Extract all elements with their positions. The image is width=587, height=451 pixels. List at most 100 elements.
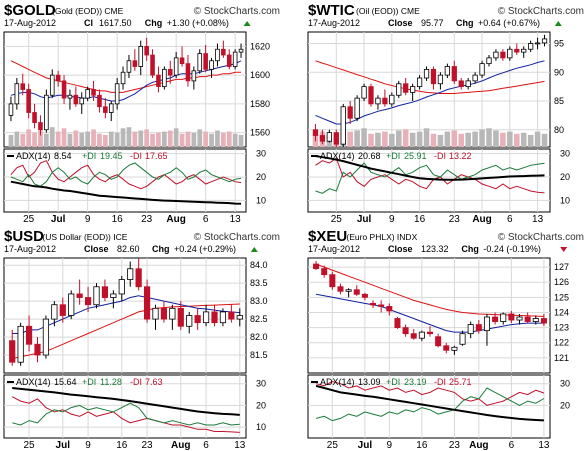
volume-bar: [209, 133, 214, 147]
candle-body: [177, 307, 184, 327]
candle-body: [103, 106, 108, 113]
y-tick-label: 1560: [250, 128, 270, 138]
candle-body: [396, 83, 402, 96]
plus-di-value: 19.45: [100, 151, 123, 161]
minus-di-label: -DI: [130, 151, 142, 161]
change-label: Chg: [152, 244, 170, 254]
candle-body: [492, 316, 499, 322]
candle-body: [84, 297, 92, 306]
candle-body: [34, 343, 41, 356]
candle-body: [160, 307, 168, 320]
candle-body: [85, 89, 90, 99]
volume-bar: [458, 133, 465, 147]
candle-body: [44, 94, 49, 131]
volume-bar: [120, 128, 126, 147]
price-value: 95.77: [421, 18, 444, 28]
candle-body: [354, 97, 360, 119]
moving-average-short: [12, 295, 240, 334]
volume-bar: [150, 133, 155, 147]
x-tick-label: 23: [141, 214, 153, 224]
chart-description: (Gold (EOD)) CME: [52, 6, 124, 16]
chart-usd-svg: $USD(US Dollar (EOD)) ICE © StockCharts.c…: [3, 228, 280, 450]
candle-body: [191, 70, 197, 82]
candle-body: [430, 68, 437, 85]
volume-bar: [203, 131, 209, 147]
candle-body: [486, 57, 492, 65]
volume-bar: [479, 129, 485, 147]
volume-bar: [167, 130, 173, 147]
adx-value: 15.64: [54, 377, 77, 387]
adx-label: ADX(14): [16, 377, 51, 387]
candle-body: [361, 86, 367, 99]
minus-di-label: -DI: [434, 151, 446, 161]
minus-di-line: [11, 396, 240, 433]
x-tick-label: 13: [538, 440, 550, 450]
candle-body: [345, 289, 352, 292]
chart-gold-svg: $GOLD(Gold (EOD)) CME © StockCharts.com 17…: [3, 2, 280, 224]
candle-body: [319, 135, 326, 142]
chart-symbol: $WTIC: [308, 2, 355, 19]
plus-di-value: 11.28: [100, 377, 122, 387]
adx-label: ADX(14): [320, 151, 355, 161]
change-value: -0.24 (-0.19%): [483, 244, 541, 254]
volume-bar: [361, 128, 367, 147]
x-tick-label: 23: [449, 214, 461, 224]
candle-body: [378, 304, 385, 307]
change-down-arrow-icon: [560, 247, 568, 252]
candle-body: [540, 318, 547, 324]
plus-di-line: [315, 162, 545, 194]
volume-bar: [493, 130, 499, 147]
candle-body: [459, 333, 466, 345]
indicator-y-tick-label: 10: [560, 195, 570, 205]
x-tick-label: 9: [85, 214, 91, 224]
chart-gold: $GOLD (Gold (EOD)) CME © StockCharts.com 17…: [2, 2, 282, 224]
candle-body: [313, 263, 320, 269]
candle-body: [472, 74, 478, 82]
y-tick-label: 1620: [250, 41, 270, 51]
moving-average-short: [316, 293, 544, 333]
candle-body: [221, 48, 226, 56]
volume-bar: [79, 132, 85, 147]
candle-body: [169, 307, 176, 320]
candle-body: [114, 83, 120, 105]
volume-bar: [534, 131, 541, 147]
candle-body: [215, 48, 220, 62]
candle-body: [38, 122, 43, 131]
y-tick-label: 81.5: [250, 350, 268, 360]
candle-body: [209, 60, 214, 70]
candle-body: [14, 83, 20, 105]
chart-date: 17-Aug-2012: [4, 244, 56, 254]
plus-di-line: [315, 387, 545, 422]
volume-bar: [423, 128, 430, 147]
minus-di-line: [10, 160, 242, 190]
adx-line: [12, 387, 240, 416]
volume-bar: [132, 131, 138, 147]
candle-body: [340, 106, 346, 145]
change-label: Chg: [145, 18, 163, 28]
candle-body: [238, 48, 244, 53]
candle-body: [361, 293, 368, 298]
x-tick-label: Jul: [357, 214, 372, 224]
candle-body: [521, 48, 527, 53]
indicator-y-tick-label: 10: [256, 422, 266, 432]
candle-body: [483, 316, 490, 332]
candle-body: [118, 279, 125, 295]
volume-bar: [38, 130, 43, 147]
candle-body: [9, 340, 16, 363]
chart-description: (US Dollar (EOD)) ICE: [42, 232, 127, 242]
indicator-y-tick-label: 20: [256, 172, 266, 182]
y-tick-label: 1580: [250, 99, 270, 109]
indicator-y-tick-label: 20: [560, 400, 570, 410]
candle-body: [402, 327, 409, 335]
x-tick-label: Aug: [166, 214, 185, 224]
change-up-arrow-icon: [250, 247, 258, 252]
volume-bar: [191, 132, 197, 147]
candle-body: [150, 54, 155, 76]
candle-body: [79, 97, 85, 105]
volume-bar: [347, 131, 353, 147]
chart-description: (Oil (EOD)) CME: [356, 6, 420, 16]
volume-bar: [85, 131, 91, 147]
candle-body: [516, 316, 523, 321]
chart-symbol: $USD: [4, 228, 44, 245]
x-tick-label: Aug: [171, 440, 190, 450]
